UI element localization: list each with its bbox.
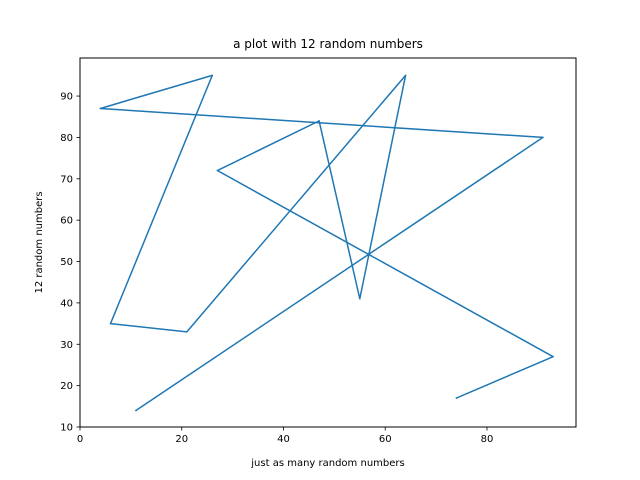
y-tick-label: 60: [60, 216, 73, 227]
data-point: [318, 120, 320, 122]
data-point: [109, 322, 112, 325]
y-tick-label: 90: [60, 92, 73, 103]
data-point: [542, 136, 544, 139]
y-tick-label: 40: [60, 298, 73, 309]
x-axis: 0 20 40 60 80: [77, 427, 494, 445]
chart-title: a plot with 12 random numbers: [233, 37, 423, 51]
data-point: [211, 74, 214, 77]
y-tick-label: 10: [60, 423, 73, 434]
x-tick-label: 0: [77, 434, 83, 445]
x-tick-label: 40: [277, 434, 290, 445]
y-axis-label: 12 random numbers: [34, 191, 45, 293]
data-point: [216, 169, 219, 172]
plot-area: [79, 57, 577, 428]
x-tick-label: 60: [379, 434, 392, 445]
x-tick-label: 20: [175, 434, 188, 445]
x-tick-label: 80: [481, 434, 494, 445]
y-tick-label: 20: [60, 381, 73, 392]
data-point: [135, 409, 137, 412]
data-point: [186, 331, 188, 333]
x-axis-label: just as many random numbers: [250, 458, 404, 469]
series-line: [99, 74, 554, 412]
data-point: [99, 107, 102, 110]
data-point: [455, 397, 458, 399]
data-point: [359, 298, 361, 300]
y-tick-label: 80: [60, 133, 73, 144]
y-tick-label: 30: [60, 340, 73, 351]
y-tick-label: 70: [60, 174, 73, 185]
series-layer: [99, 74, 554, 412]
y-tick-label: 50: [60, 257, 73, 268]
data-point: [404, 74, 407, 77]
y-axis: 10 20 30 40 50 60 70 80 90: [60, 92, 80, 434]
data-point: [552, 355, 554, 358]
